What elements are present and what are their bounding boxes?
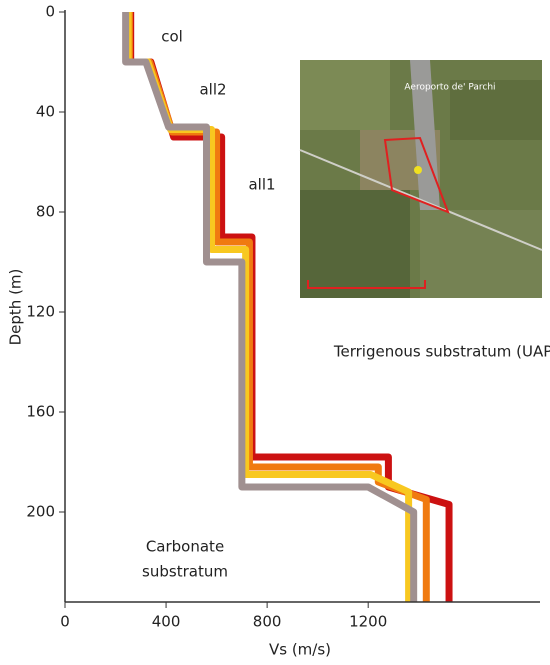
inset-photo: Aeroporto de' Parchi <box>299 60 543 298</box>
y-tick-label: 0 <box>45 3 55 21</box>
profile-line <box>122 12 418 602</box>
y-tick-label: 160 <box>26 403 55 421</box>
x-tick-label: 800 <box>253 613 282 631</box>
y-tick-label: 80 <box>36 203 55 221</box>
inset-label: Aeroporto de' Parchi <box>404 83 495 93</box>
x-axis-label: Vs (m/s) <box>269 641 331 659</box>
annotation: col <box>161 28 183 46</box>
annotation: Carbonate <box>146 538 224 556</box>
profiles <box>122 12 453 602</box>
x-tick-label: 1200 <box>349 613 387 631</box>
annotation: substratum <box>142 563 228 581</box>
y-axis-label: Depth (m) <box>7 269 25 346</box>
annotation: Terrigenous substratum (UAP) <box>333 343 550 361</box>
y-tick-label: 120 <box>26 303 55 321</box>
annotation: all1 <box>248 176 275 194</box>
y-tick-label: 40 <box>36 103 55 121</box>
x-tick-label: 0 <box>60 613 70 631</box>
annotation: all2 <box>199 81 226 99</box>
y-tick-label: 200 <box>26 503 55 521</box>
x-tick-label: 400 <box>152 613 181 631</box>
